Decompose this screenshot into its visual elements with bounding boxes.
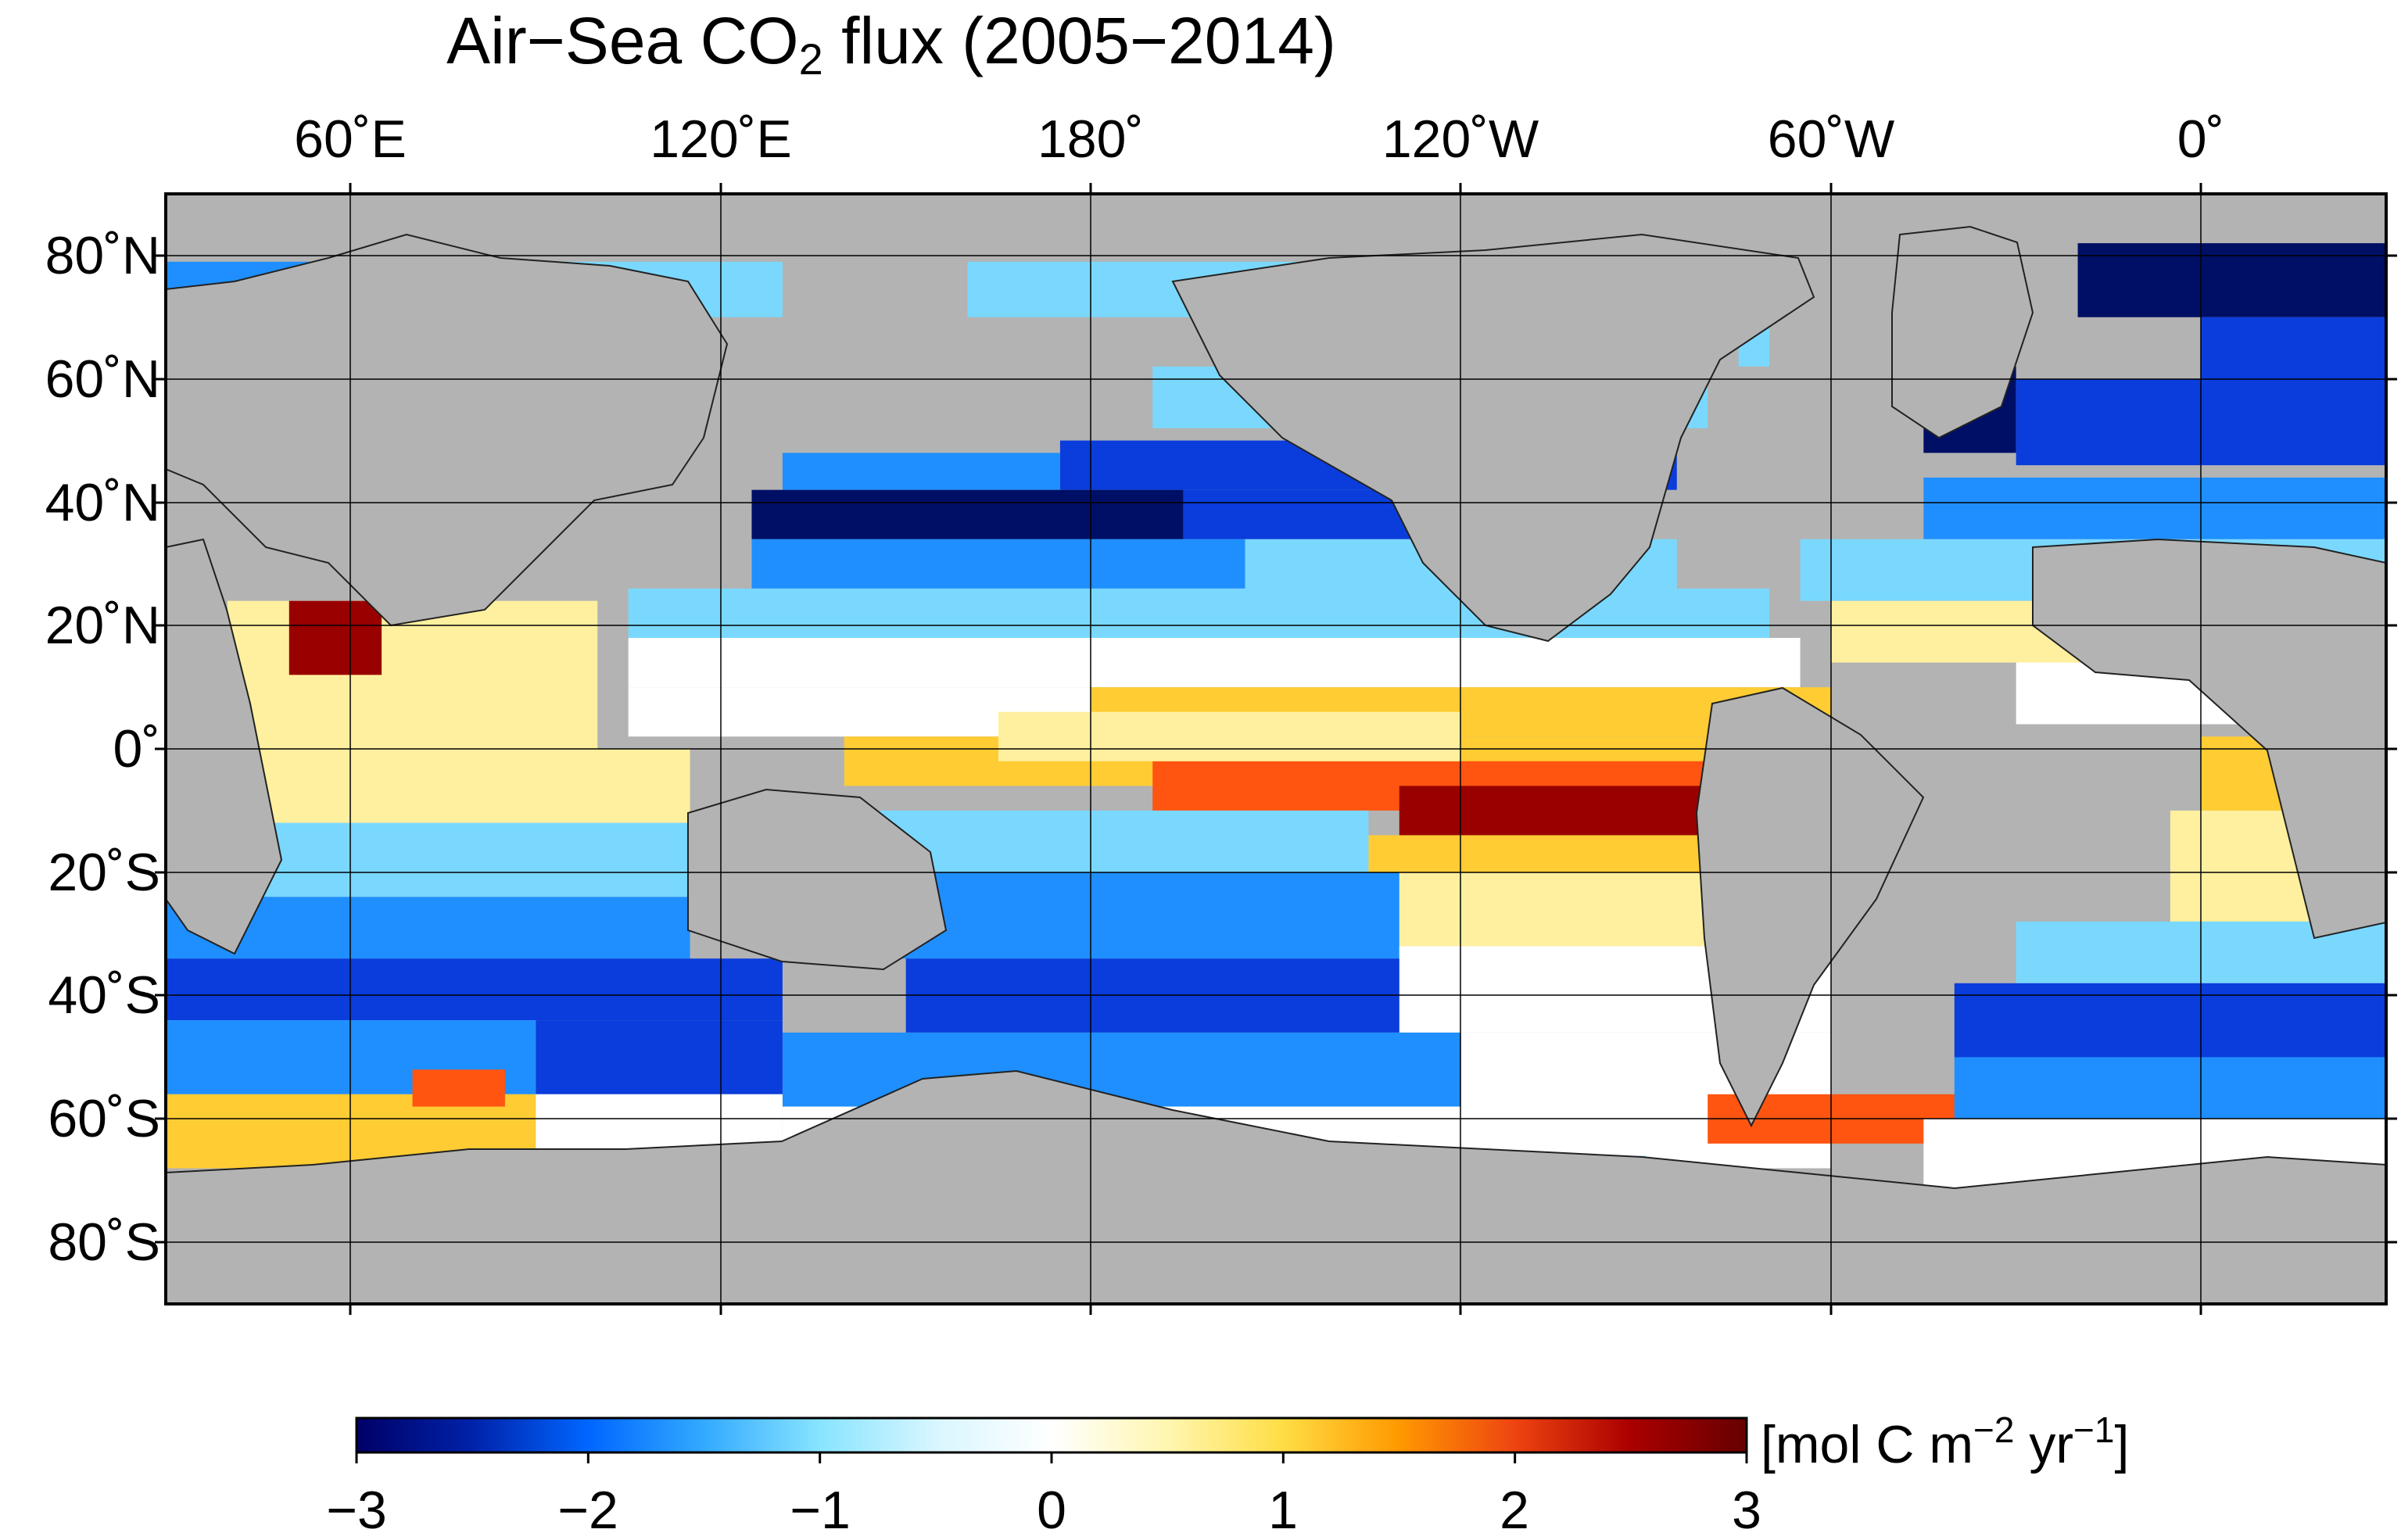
- flux-cell-block: [782, 453, 1060, 490]
- land-mass: [1891, 225, 2034, 439]
- lon-label-0: 0˚: [2177, 109, 2225, 169]
- lon-label-60e: 60˚E: [294, 109, 407, 169]
- flux-cell-block: [998, 711, 1461, 761]
- axis-ticks: [155, 183, 2397, 1315]
- flux-cell-block: [227, 822, 690, 897]
- land-mass: [166, 538, 283, 955]
- units-exp-area: −2: [1973, 1409, 2015, 1450]
- lat-label-60n: 60˚N: [45, 349, 160, 409]
- flux-cell-block: [166, 958, 783, 1021]
- lon-label-60w: 60˚W: [1767, 109, 1895, 169]
- lat-label-0: 0˚: [113, 719, 160, 779]
- flux-cell-block: [2386, 1069, 2401, 1119]
- units-exp-time: −1: [2073, 1409, 2115, 1450]
- flux-cell-block: [628, 638, 1801, 688]
- colorbar-label-minus2: −2: [557, 1481, 618, 1540]
- colorbar-label-0: 0: [1037, 1481, 1066, 1540]
- flux-cell-block: [412, 1069, 505, 1107]
- lon-label-120e: 120˚E: [650, 109, 792, 169]
- lon-label-180: 180˚: [1037, 109, 1145, 169]
- flux-cell-block: [227, 749, 690, 823]
- colorbar-ticks: [355, 1452, 1748, 1463]
- land-mass: [166, 233, 729, 627]
- colorbar: [355, 1416, 1748, 1454]
- flux-cell-block: [288, 600, 382, 675]
- land-mass: [2032, 538, 2386, 940]
- flux-cell-block: [751, 489, 1184, 539]
- lat-label-20s: 20˚S: [48, 843, 160, 902]
- units-main: [mol C m: [1761, 1415, 1973, 1474]
- colorbar-label-minus1: −1: [790, 1481, 851, 1540]
- lat-label-80n: 80˚N: [45, 226, 160, 285]
- flux-cell-block: [2386, 1119, 2401, 1180]
- lat-label-40n: 40˚N: [45, 473, 160, 532]
- chart-title: Air−Sea CO2 flux (2005−2014): [0, 3, 1783, 81]
- flux-cell-block: [1923, 477, 2386, 539]
- title-tail: flux (2005−2014): [822, 4, 1336, 77]
- flux-cell-block: [2201, 317, 2386, 379]
- units-mid: yr: [2014, 1415, 2073, 1474]
- lon-label-120w: 120˚W: [1381, 109, 1539, 169]
- colorbar-label-2: 2: [1500, 1481, 1529, 1540]
- flux-cell-block: [1954, 1057, 2386, 1119]
- lat-label-40s: 40˚S: [48, 965, 160, 1025]
- lat-label-20n: 20˚N: [45, 596, 160, 655]
- units-end: ]: [2114, 1415, 2130, 1474]
- flux-cell-block: [1954, 983, 2386, 1058]
- flux-cell-block: [536, 1020, 783, 1094]
- land-mass: [687, 788, 948, 971]
- flux-cell-block: [227, 600, 598, 749]
- colorbar-label-minus3: −3: [326, 1481, 387, 1540]
- flux-cell-block: [2077, 243, 2386, 317]
- title-subscript: 2: [798, 34, 823, 84]
- land-mass: [1171, 233, 1815, 643]
- land-mass: [1695, 686, 1925, 1128]
- flux-cell-block: [751, 539, 1245, 589]
- graticule: [166, 194, 2386, 1304]
- colorbar-units: [mol C m−2 yr−1]: [1761, 1412, 2130, 1476]
- title-main: Air−Sea CO: [446, 4, 799, 77]
- colorbar-label-1: 1: [1268, 1481, 1298, 1540]
- colorbar-label-3: 3: [1732, 1481, 1761, 1540]
- lat-label-60s: 60˚S: [48, 1089, 160, 1148]
- lat-label-80s: 80˚S: [48, 1212, 160, 1272]
